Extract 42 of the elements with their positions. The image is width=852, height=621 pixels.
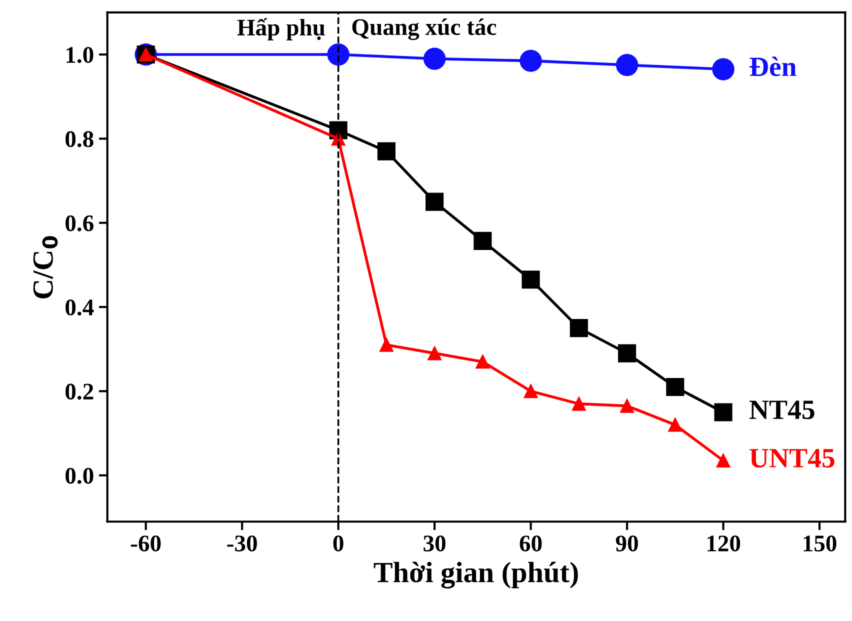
x-tick-label: 0 [333,536,344,552]
point [712,58,734,80]
point [666,378,684,396]
point [570,319,588,338]
point [714,403,732,422]
point [423,48,446,70]
annotation: Hấp phụ [237,18,325,40]
y-tick-label: 0.6 [66,215,94,232]
point [616,54,638,76]
point [520,50,542,72]
point [426,192,444,211]
x-axis-title: Thời gian (phút) [374,562,578,589]
point [474,232,492,250]
point [377,142,396,160]
y-tick-label: 0.2 [66,384,94,400]
series-label: UNT45 [750,449,834,468]
y-tick-label: 0.4 [66,300,94,316]
y-axis-title: C/C$_{0}$ [33,236,58,298]
y-tick-label: 0.0 [66,468,94,484]
point [522,270,540,289]
point [476,354,490,369]
point [327,43,350,66]
series-label: Đèn [750,56,796,76]
x-tick-label: -30 [227,536,257,552]
annotation: Quang xúc tác [352,18,496,40]
point [380,338,394,352]
point [668,418,682,432]
series-label: NT45 [749,400,814,420]
point [572,396,586,411]
x-tick-label: 60 [520,536,542,552]
point [428,346,442,360]
point [716,454,730,468]
point [524,384,538,398]
x-tick-label: 90 [616,536,638,552]
x-tick-label: 150 [804,536,836,552]
x-tick-label: -60 [130,536,161,552]
x-tick-label: 120 [707,536,740,552]
point [620,398,634,413]
y-tick-label: 1.0 [66,46,94,64]
point [618,344,636,362]
x-tick-label: 30 [424,536,446,552]
y-tick-label: 0.8 [66,131,94,148]
